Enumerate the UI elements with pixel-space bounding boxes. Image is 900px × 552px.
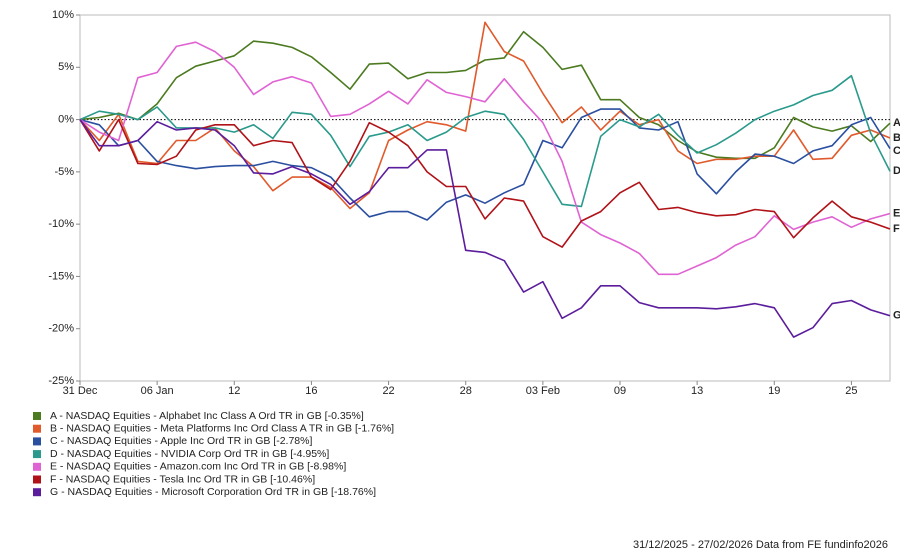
- end-label: F: [893, 223, 900, 235]
- x-tick-label: 28: [460, 385, 472, 397]
- x-tick-label: 13: [691, 385, 703, 397]
- legend-swatch: [33, 488, 41, 497]
- x-tick-label: 09: [614, 385, 626, 397]
- end-label: C: [893, 145, 900, 157]
- series-line: [79, 119, 891, 338]
- end-label: E: [893, 207, 900, 219]
- legend-label: E - NASDAQ Equities - Amazon.com Inc Ord…: [50, 461, 346, 473]
- plot-frame: [79, 14, 891, 382]
- legend-label: D - NASDAQ Equities - NVIDIA Corp Ord TR…: [50, 448, 329, 460]
- y-tick-label: 10%: [52, 9, 74, 21]
- end-label: G: [893, 310, 900, 322]
- x-tick-label: 22: [382, 385, 394, 397]
- legend-label: C - NASDAQ Equities - Apple Inc Ord TR i…: [50, 435, 312, 447]
- legend-swatch: [33, 437, 41, 446]
- y-tick-label: 5%: [58, 61, 74, 73]
- end-label: B: [893, 132, 900, 144]
- legend-swatch: [33, 475, 41, 484]
- series-line: [79, 30, 891, 160]
- legend-swatch: [33, 450, 41, 459]
- y-tick-label: -5%: [54, 166, 74, 178]
- y-tick-label: 0%: [58, 113, 74, 125]
- series-line: [79, 108, 891, 221]
- series-line: [79, 118, 891, 248]
- x-tick-label: 19: [768, 385, 780, 397]
- x-tick-label: 16: [305, 385, 317, 397]
- y-tick-label: -10%: [48, 218, 74, 230]
- x-tick-label: 31 Dec: [63, 385, 98, 397]
- legend-label: G - NASDAQ Equities - Microsoft Corporat…: [50, 486, 376, 498]
- x-tick-label: 06 Jan: [141, 385, 174, 397]
- series-line: [79, 41, 891, 276]
- legend-label: F - NASDAQ Equities - Tesla Inc Ord TR i…: [50, 473, 315, 485]
- x-tick-label: 03 Feb: [526, 385, 560, 397]
- end-label: A: [893, 117, 900, 129]
- y-tick-label: -20%: [48, 323, 74, 335]
- series-line: [79, 21, 891, 210]
- y-tick-label: -25%: [48, 375, 74, 387]
- series-line: [79, 74, 891, 208]
- end-label: D: [893, 165, 900, 177]
- y-tick-label: -15%: [48, 270, 74, 282]
- legend-swatch: [33, 462, 41, 471]
- x-tick-label: 12: [228, 385, 240, 397]
- x-tick-label: 25: [845, 385, 857, 397]
- legend-swatch: [33, 424, 41, 433]
- footer: 31/12/2025 - 27/02/2026 Data from FE fun…: [633, 539, 888, 551]
- legend-label: B - NASDAQ Equities - Meta Platforms Inc…: [50, 422, 394, 434]
- legend-label: A - NASDAQ Equities - Alphabet Inc Class…: [50, 410, 364, 422]
- legend-swatch: [33, 412, 41, 420]
- legend: A - NASDAQ Equities - Alphabet Inc Class…: [33, 410, 394, 498]
